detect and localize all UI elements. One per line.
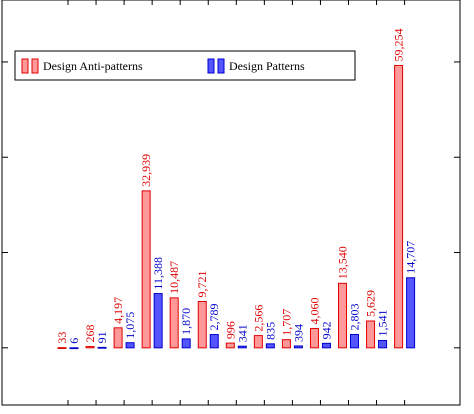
bar xyxy=(209,334,219,349)
value-label: 2,566 xyxy=(251,305,265,332)
bar xyxy=(85,346,95,349)
value-label: 942 xyxy=(319,321,333,339)
bar xyxy=(366,320,376,349)
value-label: 1,707 xyxy=(279,309,293,336)
bar xyxy=(350,333,359,349)
value-label: 835 xyxy=(263,322,277,340)
value-label: 1,075 xyxy=(123,312,137,339)
bar xyxy=(69,347,79,350)
bar xyxy=(338,282,347,349)
legend-swatch xyxy=(207,58,215,74)
bar xyxy=(197,301,207,349)
value-label: 394 xyxy=(291,324,305,342)
value-label: 91 xyxy=(95,331,109,343)
bar xyxy=(153,293,163,349)
bar xyxy=(57,347,67,349)
bar xyxy=(309,327,319,349)
value-label: 996 xyxy=(223,321,237,339)
value-label: 13,540 xyxy=(336,246,350,279)
value-label: 1,541 xyxy=(376,309,390,336)
value-label: 10,487 xyxy=(167,261,181,294)
value-label: 33 xyxy=(55,332,69,344)
value-label: 1,870 xyxy=(179,308,193,335)
bar xyxy=(125,342,135,349)
bar xyxy=(253,335,263,349)
legend-swatch xyxy=(21,58,29,74)
legend-box xyxy=(14,50,356,81)
value-label: 9,721 xyxy=(195,271,209,298)
bar xyxy=(237,345,247,349)
value-label: 11,388 xyxy=(151,257,165,290)
value-label: 32,939 xyxy=(139,154,153,187)
bar xyxy=(293,345,303,349)
bar xyxy=(97,346,107,349)
value-label: 2,789 xyxy=(207,304,221,331)
bar xyxy=(281,339,291,349)
bar xyxy=(225,342,235,349)
legend-swatch xyxy=(31,58,39,74)
bar xyxy=(378,339,388,349)
value-label: 5,629 xyxy=(364,290,378,317)
bar xyxy=(113,327,123,349)
value-label: 14,707 xyxy=(404,241,418,274)
value-label: 6 xyxy=(67,338,81,344)
value-label: 268 xyxy=(83,325,97,343)
legend-label: Design Anti-patterns xyxy=(43,59,143,73)
legend: Design Anti-patterns Design Patterns xyxy=(14,50,356,81)
plot-frame xyxy=(1,0,461,406)
value-label: 4,060 xyxy=(307,297,321,324)
bar xyxy=(169,297,179,349)
value-label: 341 xyxy=(235,324,249,342)
bar xyxy=(141,190,151,349)
bar xyxy=(394,64,404,349)
legend-label: Design Patterns xyxy=(229,59,305,73)
legend-swatch xyxy=(217,58,225,74)
value-label: 4,197 xyxy=(111,297,125,324)
bar xyxy=(321,342,331,349)
value-label: 59,254 xyxy=(392,28,406,61)
value-label: 2,803 xyxy=(348,303,362,330)
bar xyxy=(406,277,416,349)
bar xyxy=(265,343,275,349)
bar xyxy=(181,338,191,349)
